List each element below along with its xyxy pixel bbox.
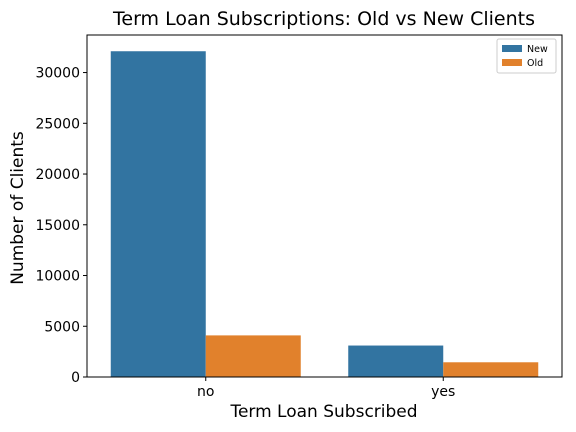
- legend: New Old: [496, 38, 557, 74]
- bars-group: [110, 51, 539, 378]
- y-axis-label: Number of Clients: [8, 131, 28, 285]
- bar-new-yes: [348, 345, 444, 377]
- x-axis-label: Term Loan Subscribed: [229, 402, 417, 422]
- y-tick-label: 0: [71, 370, 80, 386]
- bar-new-no: [110, 51, 206, 378]
- y-tick-label: 30000: [35, 66, 80, 82]
- bar-old-yes: [443, 362, 539, 377]
- plot-frame: [86, 34, 563, 378]
- x-axis: no yes: [197, 377, 455, 400]
- plot-border: [86, 34, 563, 378]
- x-tick-label-no: no: [197, 384, 214, 400]
- legend-label-new: New: [527, 44, 548, 55]
- chart-title: Term Loan Subscriptions: Old vs New Clie…: [112, 8, 535, 30]
- legend-swatch-old: [502, 59, 522, 66]
- y-tick-label: 5000: [44, 319, 80, 335]
- y-axis: 0 5000 10000 15000 20000 25000 30000: [35, 66, 87, 386]
- x-tick-label-yes: yes: [431, 384, 455, 400]
- y-tick-label: 20000: [35, 167, 80, 183]
- legend-label-old: Old: [527, 58, 543, 69]
- y-tick-label: 25000: [35, 116, 80, 132]
- bar-old-no: [205, 335, 301, 377]
- y-tick-label: 15000: [35, 218, 80, 234]
- y-tick-label: 10000: [35, 269, 80, 285]
- legend-swatch-new: [502, 45, 522, 52]
